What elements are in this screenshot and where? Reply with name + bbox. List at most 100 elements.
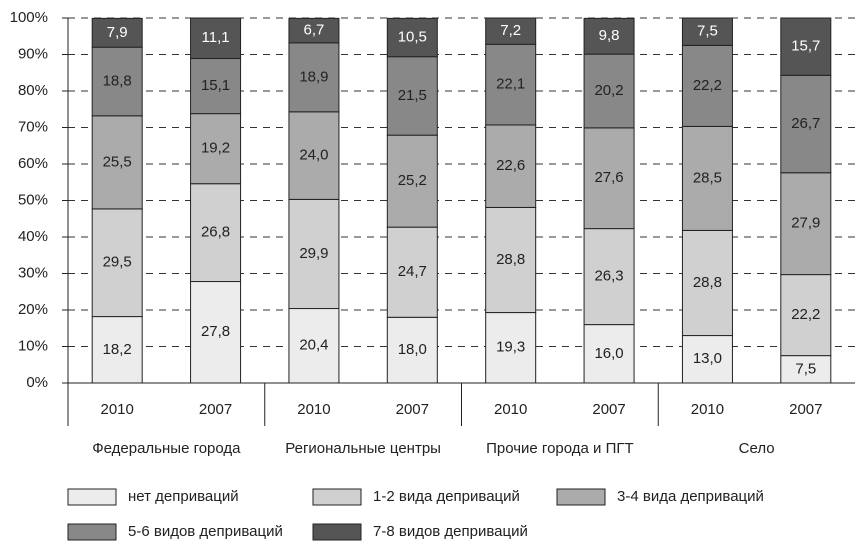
value-label: 18,0 (398, 341, 427, 358)
y-tick-label: 40% (18, 228, 48, 245)
bar-segment (780, 172, 832, 276)
bar-segment (91, 17, 143, 48)
value-label: 19,3 (496, 339, 525, 356)
value-label: 11,1 (202, 29, 230, 46)
value-label: 26,7 (791, 115, 820, 132)
bar-segment (485, 206, 537, 314)
bar-segment (780, 74, 832, 174)
legend-label: 3-4 вида деприваций (617, 488, 764, 505)
value-label: 22,1 (496, 76, 525, 93)
value-label: 18,9 (299, 68, 328, 85)
bar-segment (780, 17, 832, 76)
bar-segment (288, 308, 340, 384)
legend-label: 5-6 видов деприваций (128, 523, 283, 540)
legend-swatch (67, 523, 117, 541)
value-label: 13,0 (693, 350, 722, 367)
bar-segment (91, 115, 143, 210)
x-tick-label: 2007 (789, 401, 822, 418)
bar-segment (583, 17, 635, 55)
bar-segment (485, 17, 537, 45)
x-tick-label: 2010 (494, 401, 527, 418)
bar-segment (190, 58, 242, 115)
bar-segment (485, 124, 537, 208)
value-label: 7,5 (697, 23, 718, 40)
x-tick-label: 2007 (396, 401, 429, 418)
x-tick-label: 2010 (297, 401, 330, 418)
bar-segment (386, 316, 438, 384)
bar-segment (386, 56, 438, 136)
value-label: 26,3 (594, 268, 623, 285)
legend-swatch (312, 523, 362, 541)
value-label: 29,5 (103, 254, 132, 271)
value-label: 27,8 (201, 323, 230, 340)
value-label: 28,8 (496, 251, 525, 268)
value-label: 28,8 (693, 274, 722, 291)
y-tick-label: 60% (18, 155, 48, 172)
bar-segment (288, 198, 340, 310)
value-label: 22,2 (693, 77, 722, 94)
value-label: 29,9 (299, 245, 328, 262)
value-label: 15,1 (201, 77, 230, 94)
bar-segment (190, 17, 242, 60)
value-label: 27,9 (791, 215, 820, 232)
value-label: 25,2 (398, 172, 427, 189)
y-tick-label: 50% (18, 191, 48, 208)
y-tick-label: 0% (26, 374, 48, 391)
bar-segment (91, 208, 143, 318)
bar-segment (288, 111, 340, 200)
value-label: 10,5 (398, 28, 427, 45)
bar-segment (485, 43, 537, 126)
group-label: Прочие города и ПГТ (486, 440, 634, 457)
bar-segment (386, 134, 438, 228)
bar-segment (681, 44, 733, 127)
legend-label: нет деприваций (128, 488, 239, 505)
bar-segment (288, 42, 340, 113)
value-label: 21,5 (398, 87, 427, 104)
value-label: 26,8 (201, 224, 230, 241)
bar-segment (190, 183, 242, 283)
value-label: 28,5 (693, 169, 722, 186)
x-tick-label: 2007 (199, 401, 232, 418)
value-label: 22,2 (791, 306, 820, 323)
y-tick-label: 70% (18, 118, 48, 135)
value-label: 18,2 (103, 341, 132, 358)
bar-segment (780, 274, 832, 357)
bar-segment (190, 281, 242, 384)
bar-segment (681, 229, 733, 337)
y-tick-label: 10% (18, 337, 48, 354)
y-tick-label: 80% (18, 82, 48, 99)
legend-label: 1-2 вида деприваций (373, 488, 520, 505)
value-label: 18,8 (103, 72, 132, 89)
value-label: 27,6 (594, 169, 623, 186)
value-label: 7,2 (500, 22, 521, 39)
bar-segment (583, 127, 635, 230)
value-label: 7,9 (107, 24, 128, 41)
y-tick-label: 90% (18, 45, 48, 62)
value-label: 24,7 (398, 263, 427, 280)
group-label: Региональные центры (285, 440, 441, 457)
value-label: 24,0 (299, 147, 328, 164)
value-label: 20,2 (594, 82, 623, 99)
legend-label: 7-8 видов деприваций (373, 523, 528, 540)
value-label: 16,0 (594, 345, 623, 362)
value-label: 22,6 (496, 157, 525, 174)
y-tick-label: 30% (18, 264, 48, 281)
y-tick-label: 100% (10, 9, 48, 26)
bar-segment (681, 335, 733, 384)
group-label: Село (739, 440, 775, 457)
bar-segment (288, 17, 340, 44)
x-tick-label: 2007 (592, 401, 625, 418)
value-label: 9,8 (599, 27, 620, 44)
group-label: Федеральные города (92, 440, 241, 457)
x-tick-label: 2010 (101, 401, 134, 418)
value-label: 6,7 (304, 22, 325, 39)
y-tick-label: 20% (18, 301, 48, 318)
legend-swatch (67, 488, 117, 506)
legend-swatch (312, 488, 362, 506)
value-label: 15,7 (791, 38, 820, 55)
bar-segment (583, 324, 635, 384)
x-tick-label: 2010 (691, 401, 724, 418)
value-label: 25,5 (103, 153, 132, 170)
bar-segment (485, 312, 537, 384)
